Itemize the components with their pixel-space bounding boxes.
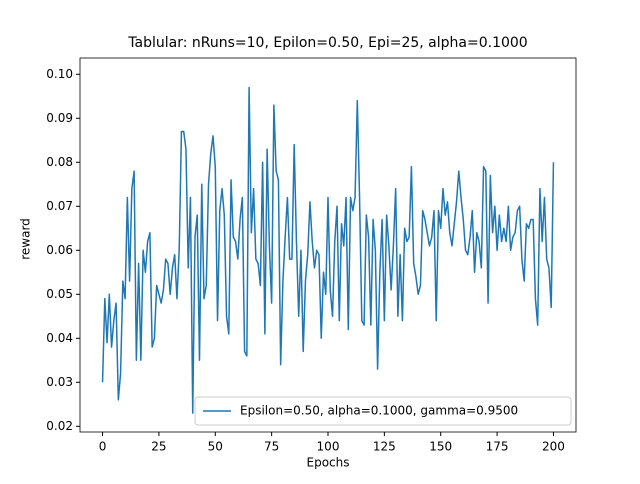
legend-label: Epsilon=0.50, alpha=0.1000, gamma=0.9500 (240, 404, 518, 418)
y-tick-label: 0.06 (46, 243, 73, 257)
chart-title: Tablular: nRuns=10, Epilon=0.50, Epi=25,… (127, 35, 527, 51)
y-tick-label: 0.03 (46, 375, 73, 389)
x-tick-label: 100 (317, 440, 340, 454)
x-tick-label: 50 (208, 440, 223, 454)
legend-box (194, 396, 572, 426)
x-tick-label: 175 (486, 440, 509, 454)
x-tick-label: 150 (429, 440, 452, 454)
x-axis-label: Epochs (307, 456, 350, 470)
y-tick-label: 0.05 (46, 287, 73, 301)
x-tick-label: 75 (264, 440, 279, 454)
axes-frame (79, 57, 577, 433)
y-tick-label: 0.02 (46, 419, 73, 433)
x-tick-label: 125 (373, 440, 396, 454)
x-tick-label: 200 (542, 440, 565, 454)
x-tick-label: 25 (151, 440, 166, 454)
x-tick-label: 0 (99, 440, 107, 454)
y-axis-label: reward (19, 218, 33, 260)
y-tick-label: 0.07 (46, 199, 73, 213)
line-series (101, 86, 555, 414)
y-tick-label: 0.04 (46, 331, 73, 345)
y-tick-label: 0.08 (46, 155, 73, 169)
y-tick-label: 0.10 (46, 67, 73, 81)
y-tick-label: 0.09 (46, 111, 73, 125)
